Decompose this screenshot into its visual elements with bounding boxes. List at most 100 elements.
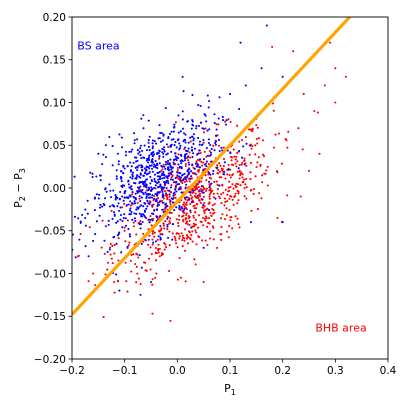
data-point [201, 164, 204, 167]
data-point [133, 132, 136, 135]
data-point [127, 244, 130, 247]
data-point [203, 187, 206, 190]
data-point [184, 178, 187, 181]
data-point [224, 177, 227, 180]
data-point [210, 147, 213, 150]
data-point [181, 118, 184, 121]
data-point [223, 173, 226, 176]
data-point [148, 149, 151, 152]
data-point [217, 123, 220, 126]
data-point [260, 67, 263, 70]
data-point [113, 243, 116, 247]
data-point [238, 177, 241, 180]
data-point [190, 234, 193, 237]
data-point [190, 200, 194, 203]
data-point [151, 238, 154, 241]
data-point [114, 193, 117, 197]
data-point [99, 174, 102, 177]
data-point [176, 246, 179, 249]
data-point [162, 197, 165, 200]
x-tick-label: 0.2 [274, 365, 291, 377]
data-point [207, 106, 210, 109]
data-point [113, 252, 116, 255]
data-point [170, 168, 173, 171]
data-point [170, 184, 173, 187]
data-point [261, 181, 264, 184]
data-point [140, 157, 143, 160]
data-point [157, 191, 160, 194]
data-point [222, 191, 225, 194]
data-point [184, 154, 187, 157]
data-point [183, 207, 186, 210]
data-point [132, 221, 135, 224]
data-point [180, 191, 183, 194]
data-point [229, 168, 232, 171]
data-point [126, 290, 129, 293]
data-point [184, 139, 187, 142]
data-point [173, 123, 176, 126]
data-point [218, 96, 221, 99]
data-point [189, 140, 192, 143]
data-point [205, 187, 208, 190]
data-point [145, 149, 149, 152]
data-point [161, 147, 164, 150]
data-point [225, 207, 228, 210]
data-point [169, 319, 172, 322]
data-point [158, 154, 161, 158]
data-point [165, 246, 168, 249]
data-point [97, 197, 100, 200]
data-point [101, 219, 104, 222]
data-point [196, 169, 200, 172]
data-point [78, 238, 81, 241]
data-point [192, 137, 196, 140]
data-point [172, 130, 175, 133]
data-point [223, 197, 226, 200]
data-point [198, 140, 201, 143]
data-point [106, 261, 109, 264]
data-point [189, 177, 192, 180]
data-point [145, 159, 148, 162]
data-point [104, 144, 107, 147]
data-point [193, 147, 196, 150]
data-point [142, 127, 145, 130]
data-point [255, 124, 258, 127]
data-point [234, 162, 237, 165]
data-point [286, 194, 289, 197]
data-point [244, 84, 247, 87]
data-point [196, 153, 199, 156]
data-point [197, 136, 200, 139]
data-point [237, 190, 240, 193]
data-point [198, 189, 201, 192]
data-point [120, 170, 123, 173]
data-point [153, 235, 156, 238]
data-point [166, 223, 169, 226]
data-point [182, 90, 185, 93]
data-point [104, 273, 107, 276]
data-point [329, 41, 332, 44]
data-point [164, 243, 167, 246]
data-point [226, 200, 229, 203]
data-point [243, 187, 246, 190]
data-point [151, 243, 154, 246]
data-point [180, 162, 183, 165]
data-point [99, 179, 102, 182]
data-point [151, 142, 154, 145]
data-point [140, 266, 143, 269]
data-point [266, 184, 269, 187]
data-point [144, 238, 147, 241]
data-point [166, 159, 170, 163]
data-point [129, 204, 132, 207]
data-point [261, 153, 265, 156]
data-point [230, 156, 233, 159]
data-point [202, 246, 205, 249]
data-point [138, 150, 141, 153]
data-point [193, 211, 197, 214]
data-point [134, 192, 137, 195]
data-point [84, 217, 87, 220]
data-point [217, 138, 220, 141]
data-point [158, 157, 161, 160]
data-point [223, 204, 226, 207]
data-point [136, 138, 139, 141]
data-point [183, 159, 187, 162]
data-point [163, 183, 166, 186]
